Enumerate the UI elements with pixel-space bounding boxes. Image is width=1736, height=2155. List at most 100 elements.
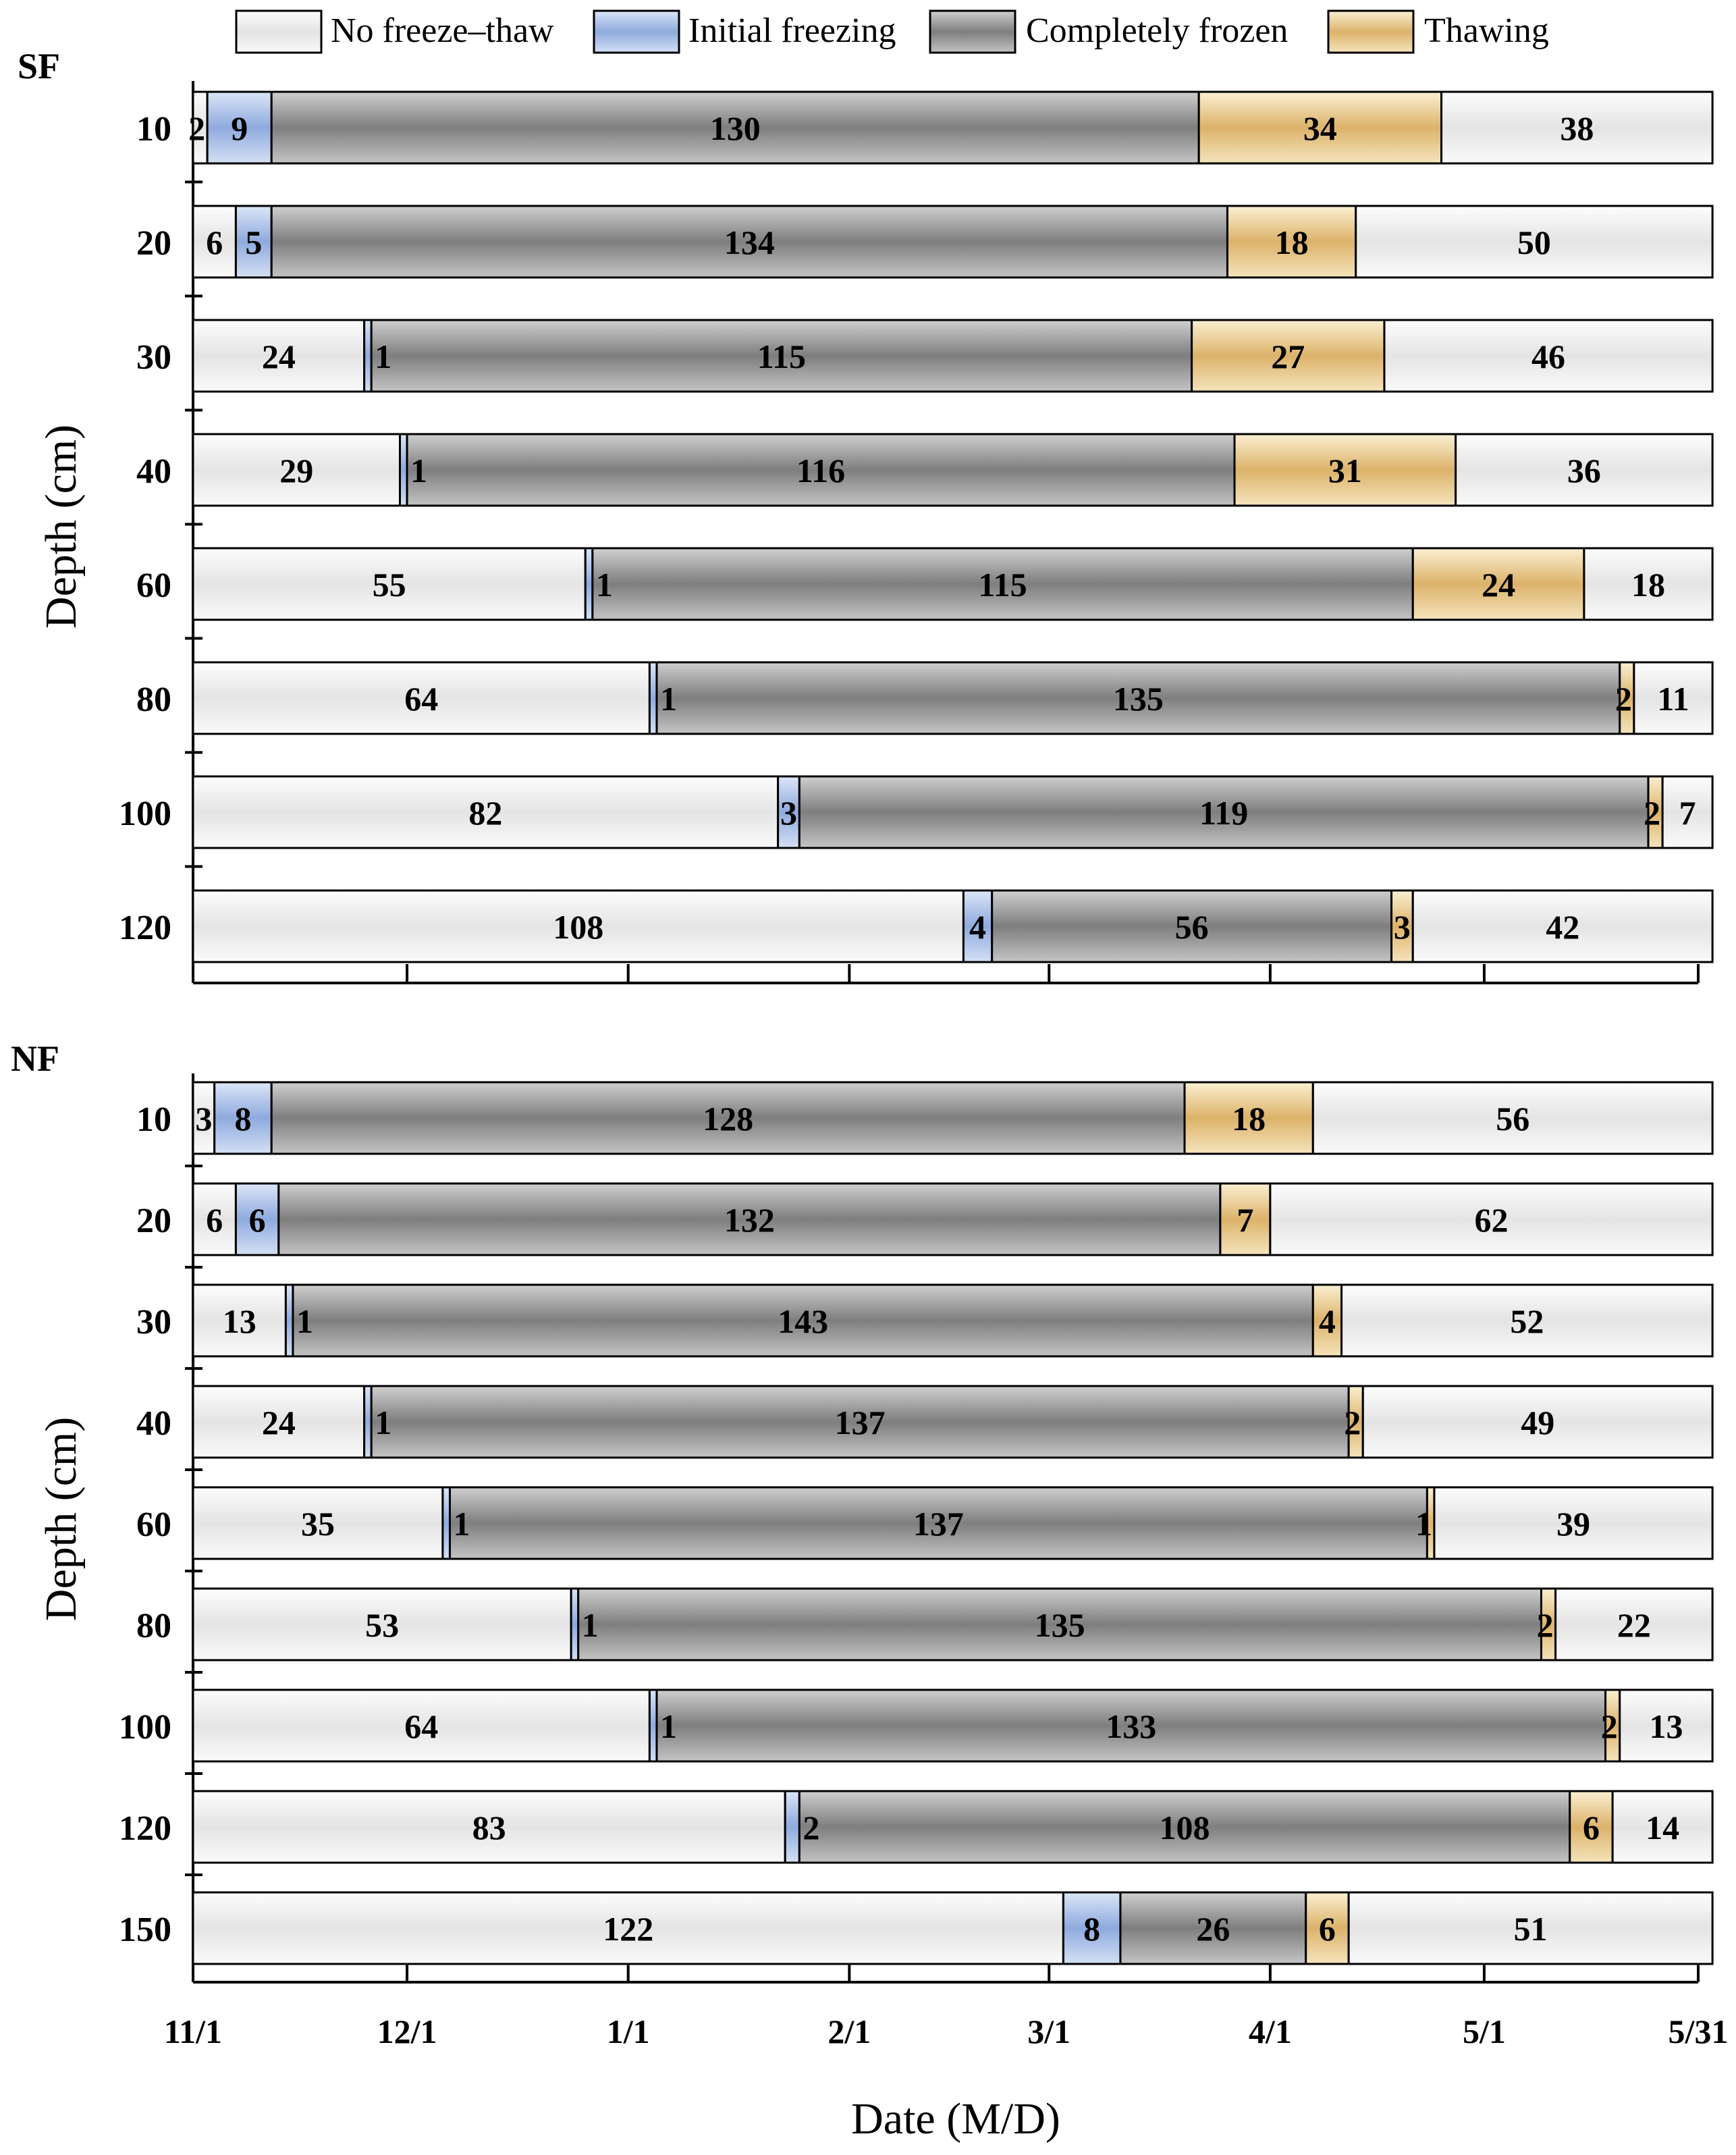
value-label-nf-40-no-freeze-thaw: 24 <box>262 1404 296 1441</box>
bar-nf-120-initial-freezing <box>784 1790 801 1864</box>
bar-row-sf-10: 2 9 130 34 38 <box>188 90 1714 165</box>
value-label-nf-60-thawing: 1 <box>1415 1505 1432 1543</box>
bar-nf-30-no-freeze-thaw-end <box>1340 1283 1714 1358</box>
depth-label-nf-120: 120 <box>119 1809 171 1848</box>
bar-sf-60-no-freeze-thaw-end <box>1583 547 1714 621</box>
x-tick-label-5: 4/1 <box>1249 2013 1292 2050</box>
value-label-sf-60-completely-frozen: 115 <box>978 566 1027 604</box>
bar-nf-80-initial-freezing <box>570 1587 580 1661</box>
bar-nf-100-completely-frozen <box>655 1688 1607 1763</box>
bar-nf-20-no-freeze-thaw-end <box>1269 1182 1714 1256</box>
depth-label-sf-120: 120 <box>119 909 171 947</box>
bar-nf-20-completely-frozen <box>277 1182 1222 1256</box>
value-label-nf-100-initial-freezing: 1 <box>660 1707 677 1745</box>
bar-sf-40-no-freeze-thaw-end <box>1455 433 1714 507</box>
bar-sf-120-initial-freezing <box>962 889 994 963</box>
bar-nf-40-no-freeze-thaw-end <box>1361 1385 1714 1459</box>
bar-sf-10-thawing <box>1197 90 1443 165</box>
value-label-sf-10-thawing: 34 <box>1303 109 1337 147</box>
value-label-nf-30-completely-frozen: 143 <box>778 1302 828 1340</box>
bar-sf-30-no-freeze-thaw-end <box>1383 319 1714 393</box>
depth-label-sf-80: 80 <box>136 681 171 719</box>
value-label-nf-20-initial-freezing: 6 <box>249 1201 266 1239</box>
bar-row-nf-80: 53 1 135 2 22 <box>192 1587 1714 1661</box>
value-label-nf-60-initial-freezing: 1 <box>453 1505 470 1543</box>
bar-row-nf-10: 3 8 128 18 56 <box>192 1081 1714 1155</box>
value-label-sf-20-no-freeze-thaw: 6 <box>206 223 223 261</box>
value-label-sf-60-thawing: 24 <box>1482 566 1515 604</box>
value-label-nf-40-initial-freezing: 1 <box>375 1404 391 1441</box>
value-label-nf-80-initial-freezing: 1 <box>582 1606 599 1644</box>
bar-nf-10-completely-frozen <box>270 1081 1186 1155</box>
legend-item-completely-frozen: Completely frozen <box>929 9 1288 54</box>
value-label-nf-30-initial-freezing: 1 <box>296 1302 313 1340</box>
bar-nf-40-initial-freezing <box>363 1385 373 1459</box>
value-label-sf-10-no-freeze-thaw-end: 38 <box>1560 109 1594 147</box>
value-label-sf-60-initial-freezing: 1 <box>596 566 613 604</box>
value-label-sf-120-thawing: 3 <box>1394 908 1411 946</box>
bar-nf-80-no-freeze-thaw-end <box>1554 1587 1714 1661</box>
bar-row-sf-30: 24 1 115 27 46 <box>192 319 1714 393</box>
y-axis-title-sf: Depth (cm) <box>36 425 86 629</box>
value-label-nf-10-no-freeze-thaw: 3 <box>195 1100 212 1138</box>
bar-sf-80-no-freeze-thaw-end <box>1633 661 1714 735</box>
x-tick-label-3: 2/1 <box>828 2013 871 2050</box>
bar-sf-60-completely-frozen <box>591 547 1414 621</box>
depth-label-nf-20: 20 <box>136 1202 171 1240</box>
legend-label-no-freeze-thaw: No freeze–thaw <box>331 11 554 50</box>
value-label-sf-20-initial-freezing: 5 <box>245 223 262 261</box>
x-tick-label-4: 3/1 <box>1027 2013 1070 2050</box>
bar-sf-100-completely-frozen <box>798 775 1650 849</box>
value-label-sf-80-no-freeze-thaw-end: 11 <box>1657 680 1689 718</box>
value-label-sf-100-no-freeze-thaw: 82 <box>468 794 502 832</box>
bar-sf-40-initial-freezing <box>398 433 408 507</box>
value-label-sf-40-thawing: 31 <box>1328 452 1362 489</box>
value-label-nf-20-no-freeze-thaw: 6 <box>206 1201 223 1239</box>
bar-nf-80-no-freeze-thaw <box>192 1587 572 1661</box>
x-axis-title: Date (M/D) <box>851 2094 1060 2144</box>
depth-label-nf-60: 60 <box>136 1506 171 1544</box>
legend-swatch-no-freeze-thaw <box>235 9 323 54</box>
depth-label-sf-100: 100 <box>119 795 171 833</box>
value-label-nf-120-no-freeze-thaw: 83 <box>472 1809 506 1846</box>
value-label-sf-20-completely-frozen: 134 <box>724 223 775 261</box>
value-label-sf-120-no-freeze-thaw: 108 <box>553 908 603 946</box>
depth-label-sf-60: 60 <box>136 566 171 605</box>
value-label-sf-20-no-freeze-thaw-end: 50 <box>1517 223 1551 261</box>
bar-nf-40-completely-frozen <box>370 1385 1350 1459</box>
bar-nf-150-completely-frozen <box>1119 1891 1307 1965</box>
legend-item-thawing: Thawing <box>1327 9 1549 54</box>
bar-nf-120-no-freeze-thaw <box>192 1790 786 1864</box>
value-label-sf-100-no-freeze-thaw-end: 7 <box>1679 794 1696 832</box>
bar-nf-100-no-freeze-thaw-end <box>1619 1688 1714 1763</box>
value-label-nf-30-no-freeze-thaw-end: 52 <box>1510 1302 1544 1340</box>
value-label-nf-30-thawing: 4 <box>1319 1302 1336 1340</box>
bar-sf-20-thawing <box>1226 205 1357 279</box>
bar-sf-100-no-freeze-thaw <box>192 775 780 849</box>
value-label-sf-30-no-freeze-thaw-end: 46 <box>1531 338 1565 375</box>
bar-row-nf-120: 83 2 108 6 14 <box>192 1790 1714 1864</box>
value-label-sf-80-completely-frozen: 135 <box>1113 680 1164 718</box>
depth-label-nf-30: 30 <box>136 1303 171 1341</box>
value-label-nf-100-no-freeze-thaw-end: 13 <box>1649 1707 1683 1745</box>
bar-nf-60-initial-freezing <box>441 1486 451 1560</box>
bar-nf-10-no-freeze-thaw-end <box>1311 1081 1714 1155</box>
depth-label-sf-20: 20 <box>136 224 171 263</box>
depth-label-nf-80: 80 <box>136 1607 171 1645</box>
value-label-sf-10-completely-frozen: 130 <box>710 109 761 147</box>
bar-nf-80-completely-frozen <box>577 1587 1542 1661</box>
bar-sf-10-no-freeze-thaw-end <box>1440 90 1714 165</box>
value-label-nf-120-thawing: 6 <box>1583 1809 1600 1846</box>
value-label-sf-100-thawing: 2 <box>1644 794 1660 832</box>
bar-sf-10-initial-freezing <box>206 90 273 165</box>
value-label-sf-40-no-freeze-thaw: 29 <box>279 452 313 489</box>
bar-row-nf-20: 6 6 132 7 62 <box>192 1182 1714 1256</box>
bar-nf-30-no-freeze-thaw <box>192 1283 287 1358</box>
value-label-sf-100-completely-frozen: 119 <box>1199 794 1248 832</box>
value-label-sf-60-no-freeze-thaw-end: 18 <box>1631 566 1665 604</box>
bar-row-nf-150: 122 8 26 6 51 <box>192 1891 1714 1965</box>
bar-row-sf-60: 55 1 115 24 18 <box>192 547 1714 621</box>
